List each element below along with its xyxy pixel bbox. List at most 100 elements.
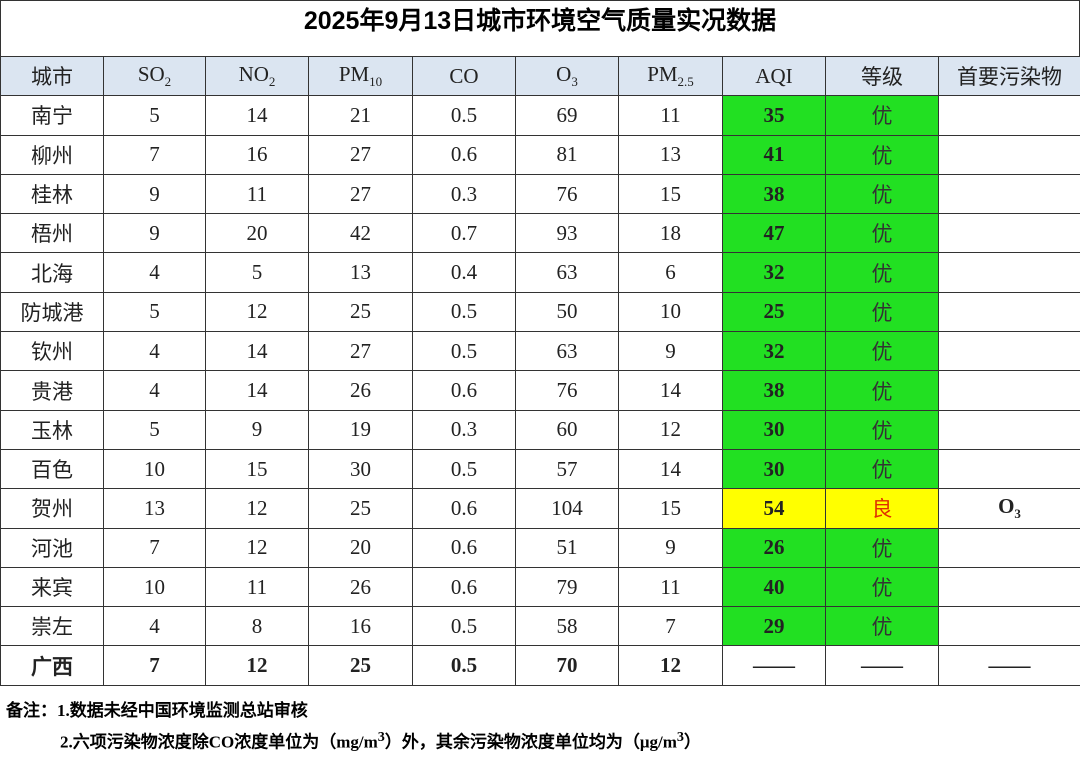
value-cell: 13 <box>103 488 206 529</box>
subscript: 2 <box>164 74 172 90</box>
level-cell: 优 <box>825 448 939 490</box>
value-cell: 76 <box>515 173 619 215</box>
aqi-cell: 29 <box>722 606 826 647</box>
superscript: 3 <box>377 729 385 745</box>
value-cell: 8 <box>205 606 309 647</box>
text: 2.六项污染物浓度除CO浓度单位为（mg/m <box>60 732 378 752</box>
value-cell: 13 <box>308 252 413 293</box>
header-cell: O3 <box>515 55 619 97</box>
value-cell: 5 <box>205 252 309 293</box>
level-cell: 优 <box>825 95 939 136</box>
subscript: 2 <box>268 74 276 90</box>
level-cell: 良 <box>825 488 939 529</box>
value-cell: 0.3 <box>412 409 516 450</box>
value-cell: 27 <box>308 134 413 175</box>
text: ） <box>683 732 701 752</box>
city-cell: 梧州 <box>0 213 104 254</box>
value-cell: 12 <box>618 645 723 686</box>
value-cell: 63 <box>515 331 619 372</box>
level-cell: 优 <box>825 213 939 254</box>
value-cell: 10 <box>618 291 723 333</box>
header-cell: PM2.5 <box>618 55 723 97</box>
aqi-cell: 47 <box>722 213 826 254</box>
text: O <box>556 62 572 87</box>
value-cell: 14 <box>205 95 309 136</box>
value-cell: 26 <box>308 566 413 608</box>
header-cell: AQI <box>722 55 826 97</box>
value-cell: 76 <box>515 370 619 411</box>
aqi-cell: 32 <box>722 331 826 372</box>
value-cell: 21 <box>308 95 413 136</box>
value-cell: 5 <box>103 95 206 136</box>
text: O <box>998 494 1015 519</box>
level-cell: 优 <box>825 252 939 293</box>
row: 南宁 5 14 21 0.5 69 11 35 优 <box>0 95 1080 136</box>
level-cell: 优 <box>825 606 939 647</box>
value-cell: 81 <box>515 134 619 175</box>
header-cell: 城市 <box>0 55 104 97</box>
city-cell: 来宾 <box>0 566 104 608</box>
primary-pollutant-cell <box>938 566 1080 608</box>
level-cell: 优 <box>825 409 939 450</box>
value-cell: 14 <box>618 448 723 490</box>
value-cell: 58 <box>515 606 619 647</box>
value-cell: 10 <box>103 448 206 490</box>
row: 百色 10 15 30 0.5 57 14 30 优 <box>0 448 1080 490</box>
city-cell: 北海 <box>0 252 104 293</box>
aqi-cell: 54 <box>722 488 826 529</box>
superscript: 3 <box>676 729 684 745</box>
level-cell: 优 <box>825 566 939 608</box>
value-cell: 93 <box>515 213 619 254</box>
primary-pollutant-cell <box>938 606 1080 647</box>
value-cell: 5 <box>103 409 206 450</box>
value-cell: 70 <box>515 645 619 686</box>
text: ）外，其余污染物浓度单位均为（μg/m <box>384 732 677 752</box>
value-cell: 12 <box>205 527 309 568</box>
value-cell: 0.5 <box>412 331 516 372</box>
value-cell: 4 <box>103 331 206 372</box>
value-cell: 9 <box>618 527 723 568</box>
city-cell: 河池 <box>0 527 104 568</box>
value-cell: 0.5 <box>412 645 516 686</box>
value-cell: 0.3 <box>412 173 516 215</box>
value-cell: 13 <box>618 134 723 175</box>
aqi-cell: 30 <box>722 448 826 490</box>
value-cell: 5 <box>103 291 206 333</box>
value-cell: 12 <box>205 291 309 333</box>
primary-pollutant-cell <box>938 409 1080 450</box>
notes-label: 备注： <box>6 701 57 720</box>
row: 河池 7 12 20 0.6 51 9 26 优 <box>0 527 1080 568</box>
value-cell: 79 <box>515 566 619 608</box>
primary-pollutant-cell <box>938 291 1080 333</box>
aqi-cell: 38 <box>722 370 826 411</box>
row: 崇左 4 8 16 0.5 58 7 29 优 <box>0 606 1080 647</box>
row: 来宾 10 11 26 0.6 79 11 40 优 <box>0 566 1080 608</box>
text: AQI <box>755 63 793 88</box>
value-cell: 104 <box>515 488 619 529</box>
primary-pollutant-cell <box>938 448 1080 490</box>
level-cell: 优 <box>825 134 939 175</box>
text: NO <box>238 62 269 87</box>
value-cell: 0.6 <box>412 134 516 175</box>
city-cell: 钦州 <box>0 331 104 372</box>
value-cell: 27 <box>308 331 413 372</box>
header-cell: 等级 <box>825 55 939 97</box>
value-cell: 57 <box>515 448 619 490</box>
row: 桂林 9 11 27 0.3 76 15 38 优 <box>0 173 1080 215</box>
aqi-cell: 41 <box>722 134 826 175</box>
subscript: 10 <box>369 74 383 90</box>
level-cell: —— <box>825 645 939 686</box>
value-cell: 0.6 <box>412 527 516 568</box>
value-cell: 6 <box>618 252 723 293</box>
title: 2025年9月13日城市环境空气质量实况数据 <box>0 0 1080 56</box>
value-cell: 0.5 <box>412 95 516 136</box>
city-cell: 南宁 <box>0 95 104 136</box>
aqi-cell: 25 <box>722 291 826 333</box>
text: PM <box>338 62 370 87</box>
primary-pollutant-cell <box>938 173 1080 215</box>
row: 贺州 13 12 25 0.6 104 15 54 良 O3 <box>0 488 1080 529</box>
level-cell: 优 <box>825 291 939 333</box>
value-cell: 25 <box>308 645 413 686</box>
value-cell: 7 <box>103 134 206 175</box>
header-cell: 首要污染物 <box>938 55 1080 97</box>
